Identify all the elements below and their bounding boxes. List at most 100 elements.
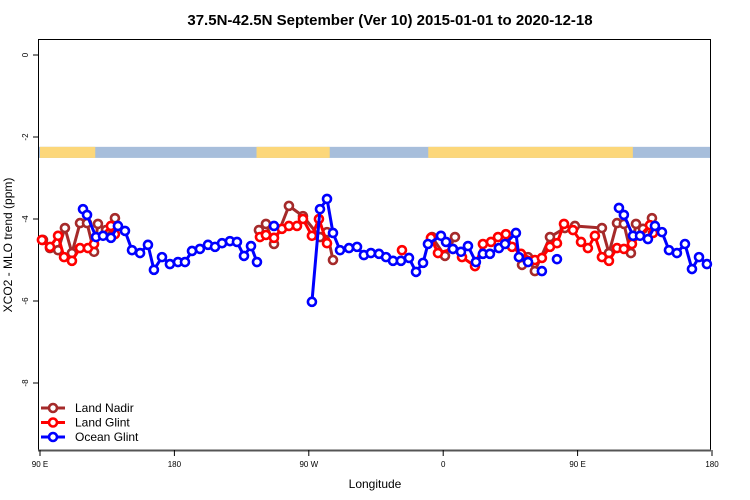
data-point (194, 243, 206, 255)
data-point (410, 266, 422, 278)
data-point (500, 228, 512, 240)
data-point (403, 252, 415, 264)
series-layer (36, 193, 713, 308)
data-point (291, 220, 303, 232)
x-axis: 90 E 180 90 W 0 90 E 180 (32, 450, 719, 469)
data-point (686, 263, 698, 275)
ocean-band (39, 146, 710, 158)
data-point (283, 200, 295, 212)
y-tick-label: -8 (21, 379, 30, 387)
data-point (582, 242, 594, 254)
legend-marker (47, 431, 59, 443)
data-point (544, 231, 556, 243)
land-band (40, 146, 96, 158)
data-point (656, 226, 668, 238)
data-point (499, 238, 511, 250)
data-point (148, 264, 160, 276)
data-point (551, 237, 563, 249)
legend-label: Land Nadir (75, 401, 134, 415)
data-point (558, 218, 570, 230)
data-point (455, 246, 467, 258)
data-point (231, 236, 243, 248)
data-point (618, 243, 630, 255)
data-point (306, 296, 318, 308)
data-point (260, 218, 272, 230)
data-point (36, 234, 48, 246)
data-point (485, 236, 497, 248)
data-point (470, 256, 482, 268)
data-point (314, 203, 326, 215)
x-axis-label: Longitude (349, 477, 402, 491)
data-point (626, 238, 638, 250)
data-point (321, 237, 333, 249)
chart-title: 37.5N-42.5N September (Ver 10) 2015-01-0… (187, 12, 592, 29)
data-point (449, 231, 461, 243)
legend-label: Land Glint (75, 416, 130, 430)
y-tick-label: -2 (21, 133, 30, 141)
data-point (59, 222, 71, 234)
data-point (142, 239, 154, 251)
data-point (297, 213, 309, 225)
land-band (428, 146, 633, 158)
x-tick-label: 180 (168, 460, 182, 469)
data-point (551, 253, 563, 265)
data-point (334, 244, 346, 256)
data-point (306, 230, 318, 242)
data-point (351, 241, 363, 253)
data-point (119, 225, 131, 237)
series-land-nadir (37, 200, 658, 277)
data-point (422, 238, 434, 250)
legend-label: Ocean Glint (75, 430, 139, 444)
x-tick-label: 180 (705, 460, 719, 469)
data-point (245, 240, 257, 252)
data-point (92, 218, 104, 230)
data-point (81, 209, 93, 221)
data-point (522, 256, 534, 268)
data-point (58, 251, 70, 263)
data-point (105, 232, 117, 244)
data-point (477, 238, 489, 250)
data-point (567, 224, 579, 236)
y-axis-label: XCO2 - MLO trend (ppm) (1, 178, 15, 313)
x-tick-label: 90 E (32, 460, 48, 469)
data-point (112, 220, 124, 232)
data-point (484, 248, 496, 260)
data-point (52, 230, 64, 242)
data-point (179, 256, 191, 268)
data-point (513, 251, 525, 263)
series-ocean-glint (77, 193, 713, 308)
map-band (39, 146, 710, 158)
data-point (164, 258, 176, 270)
data-point (156, 251, 168, 263)
data-point (613, 202, 625, 214)
y-tick-label: -6 (21, 297, 30, 305)
data-point (327, 254, 339, 266)
data-point (268, 220, 280, 232)
data-point (321, 193, 333, 205)
data-point (44, 241, 56, 253)
data-point (618, 209, 630, 221)
data-point (642, 233, 654, 245)
series-land-glint (36, 213, 659, 272)
data-point (432, 247, 444, 259)
data-point (396, 244, 408, 256)
data-point (575, 236, 587, 248)
x-tick-label: 90 W (299, 460, 318, 469)
data-point (462, 240, 474, 252)
data-point (365, 247, 377, 259)
y-tick-label: 0 (21, 52, 30, 57)
data-point (268, 232, 280, 244)
data-point (701, 258, 713, 270)
data-point (251, 256, 263, 268)
x-tick-label: 0 (441, 460, 446, 469)
data-point (327, 227, 339, 239)
data-point (649, 220, 661, 232)
y-axis: 0 -2 -4 -6 -8 (21, 52, 38, 387)
data-point (679, 238, 691, 250)
x-tick-label: 90 E (569, 460, 585, 469)
data-point (596, 222, 608, 234)
data-point (238, 250, 250, 262)
data-point (603, 255, 615, 267)
data-point (510, 227, 522, 239)
